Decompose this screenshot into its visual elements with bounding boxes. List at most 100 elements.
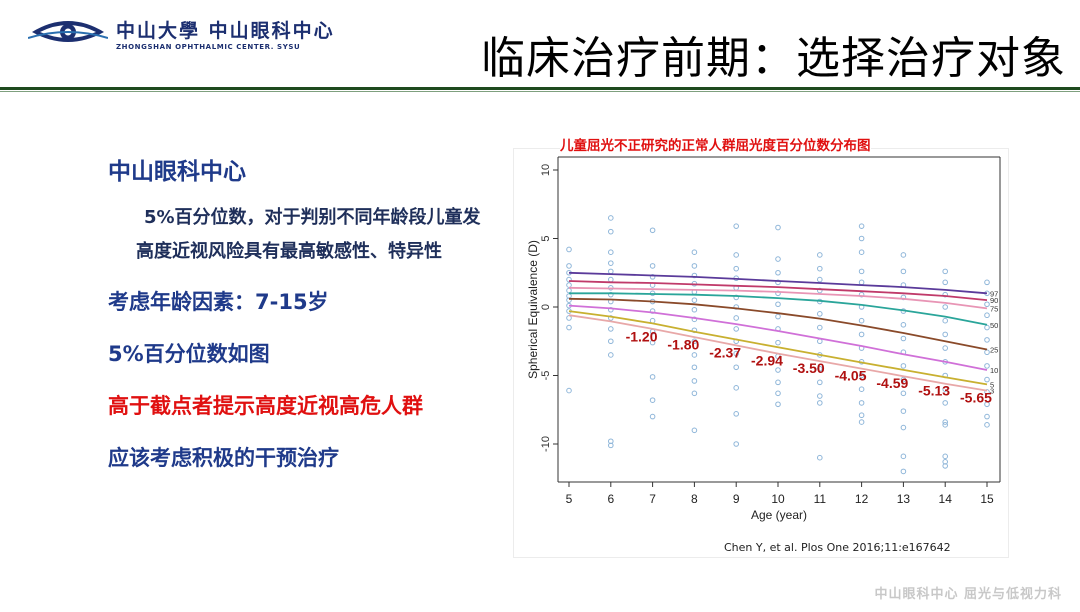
scatter-point	[566, 297, 572, 303]
percentile-description-line1: 5%百分位数，对于判别不同年龄段儿童发	[144, 207, 481, 228]
scatter-point	[775, 279, 781, 286]
scatter-point	[858, 317, 865, 324]
scatter-point	[858, 419, 865, 425]
eye-logo-icon	[28, 21, 108, 42]
scatter-point	[817, 400, 823, 406]
scatter-point	[817, 379, 823, 386]
scatter-point	[942, 463, 949, 469]
x-tick-label: 15	[980, 492, 994, 506]
scatter-point	[649, 308, 656, 314]
cutoff-value-label: -3.50	[793, 360, 825, 376]
scatter-point	[733, 315, 740, 321]
scatter-point	[858, 386, 865, 393]
scatter-point	[649, 263, 656, 269]
scatter-point	[608, 326, 614, 332]
slide-header: 中山大學 中山眼科中心 ZHONGSHAN OPHTHALMIC CENTER.…	[0, 0, 1080, 92]
scatter-point	[942, 400, 949, 406]
scatter-point	[691, 297, 698, 303]
scatter-point	[608, 306, 614, 313]
percentile-description-line2: 高度近视风险具有最高敏感性、特异性	[136, 241, 442, 262]
y-tick-label: 5	[540, 235, 552, 241]
scatter-point	[984, 279, 990, 286]
percentile-label-90: 90	[990, 296, 998, 305]
x-tick-label: 13	[897, 492, 911, 506]
scatter-point	[858, 331, 865, 338]
scatter-point	[858, 291, 865, 298]
scatter-point	[649, 227, 656, 234]
scatter-point	[900, 424, 907, 431]
scatter-point	[942, 279, 949, 286]
scatter-point	[817, 454, 823, 461]
percentile-label-75: 75	[990, 304, 998, 313]
scatter-point	[858, 235, 865, 242]
x-tick-label: 11	[814, 492, 827, 506]
scatter-point	[691, 352, 698, 358]
scatter-point	[942, 345, 949, 351]
percentile-label-25: 25	[990, 345, 998, 354]
intervention-text: 应该考虑积极的干预治疗	[108, 446, 339, 470]
scatter-point	[817, 311, 823, 317]
percentile-label-5: 5	[990, 380, 994, 389]
percentile-label-3: 3	[990, 387, 994, 396]
scatter-point	[984, 301, 990, 308]
scatter-point	[984, 312, 990, 319]
high-risk-warning: 高于截点者提示高度近视高危人群	[108, 394, 423, 418]
chart-frame	[513, 148, 1009, 558]
heading-zoc: 中山眼科中心	[108, 159, 246, 185]
logo-english-name: ZHONGSHAN OPHTHALMIC CENTER. SYSU	[116, 43, 301, 51]
scatter-point	[733, 441, 740, 447]
scatter-point	[566, 282, 572, 288]
scatter-point	[817, 276, 823, 283]
x-tick-label: 12	[855, 492, 869, 506]
y-tick-label: 0	[540, 304, 552, 310]
x-tick-label: 14	[939, 492, 953, 506]
scatter-point	[984, 376, 990, 383]
scatter-point	[775, 339, 781, 346]
scatter-point	[691, 316, 698, 323]
percentile-label-10: 10	[990, 366, 998, 375]
scatter-point	[858, 249, 865, 255]
scatter-point	[608, 338, 614, 345]
scatter-point	[900, 294, 907, 301]
scatter-point	[733, 411, 740, 417]
chart-title: 儿童屈光不正研究的正常人群屈光度百分位数分布图	[560, 134, 871, 154]
cutoff-value-label: -1.20	[626, 328, 658, 344]
percentile-line-3	[568, 314, 988, 392]
scatter-point	[942, 331, 949, 338]
percentile-line-50	[569, 292, 988, 326]
scatter-point	[984, 413, 990, 420]
watermark: 中山眼科中心 屈光与低视力科	[874, 587, 1062, 602]
x-tick-label: 7	[649, 492, 656, 506]
scatter-point	[566, 315, 572, 321]
scatter-point	[691, 306, 698, 313]
citation: Chen Y, et al. Plos One 2016;11:e167642	[724, 541, 951, 554]
scatter-point	[900, 335, 907, 342]
scatter-point	[649, 274, 656, 280]
percentile-line-5	[568, 310, 988, 386]
scatter-point	[691, 364, 698, 371]
scatter-point	[775, 401, 781, 408]
scatter-point	[608, 442, 614, 449]
scatter-point	[566, 263, 572, 269]
y-axis-label: Spherical Equivalence (D)	[526, 240, 540, 379]
scatter-point	[942, 268, 949, 275]
institution-logo: 中山大學 中山眼科中心 ZHONGSHAN OPHTHALMIC CENTER.…	[28, 10, 388, 51]
x-tick-label: 6	[607, 492, 614, 506]
percentile-line-25	[568, 297, 988, 351]
scatter-point	[942, 317, 949, 324]
scatter-point	[900, 252, 907, 258]
x-tick-label: 10	[771, 492, 785, 506]
scatter-point	[608, 291, 614, 298]
scatter-point	[984, 349, 990, 356]
percentile-line-90	[568, 280, 988, 301]
scatter-point	[775, 301, 781, 308]
scatter-point	[608, 315, 614, 321]
percentile-line-97	[568, 271, 988, 295]
scatter-point	[691, 263, 698, 269]
header-divider-thin	[0, 91, 1080, 92]
scatter-point	[608, 249, 614, 255]
percentile-note: 5%百分位数如图	[108, 342, 270, 366]
scatter-point	[817, 324, 823, 331]
x-tick-label: 5	[566, 492, 573, 506]
